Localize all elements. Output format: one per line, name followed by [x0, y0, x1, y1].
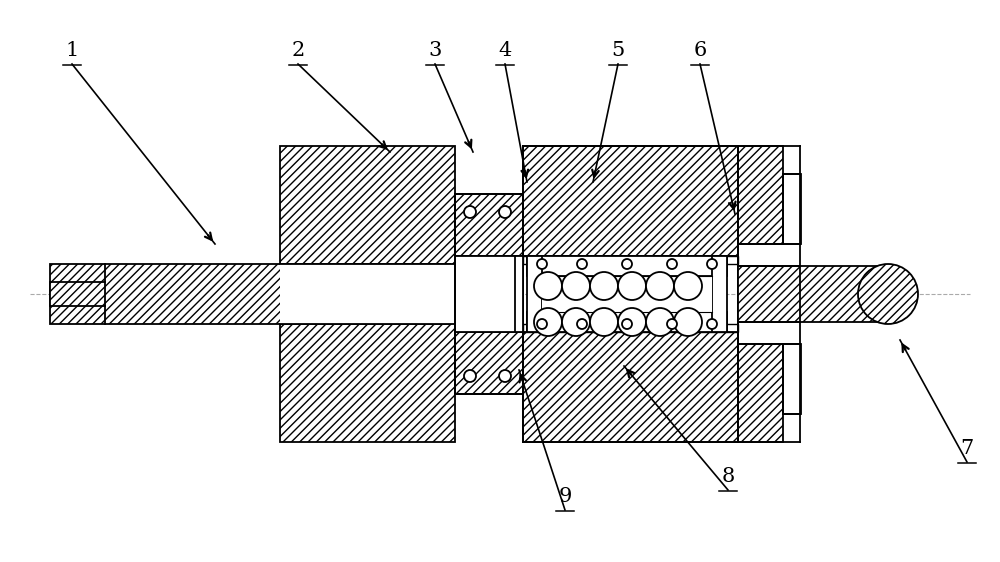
Circle shape [562, 272, 590, 300]
Bar [738, 266, 878, 322]
Text: 7: 7 [960, 439, 974, 458]
Circle shape [674, 308, 702, 336]
Text: 6: 6 [693, 41, 707, 60]
Circle shape [464, 370, 476, 382]
Circle shape [646, 272, 674, 300]
Circle shape [577, 259, 587, 269]
Bar [280, 146, 455, 442]
Circle shape [707, 259, 717, 269]
Circle shape [577, 319, 587, 329]
Bar [50, 264, 450, 324]
Circle shape [667, 259, 677, 269]
Circle shape [537, 259, 547, 269]
Circle shape [674, 272, 702, 300]
Circle shape [667, 319, 677, 329]
Circle shape [534, 272, 562, 300]
Bar [523, 332, 738, 442]
Bar [527, 256, 727, 276]
Text: 1: 1 [65, 41, 79, 60]
Bar [712, 256, 727, 332]
Bar [455, 332, 523, 394]
Bar [783, 174, 801, 244]
Circle shape [622, 319, 632, 329]
Bar [455, 194, 523, 256]
Circle shape [618, 272, 646, 300]
Circle shape [618, 308, 646, 336]
Circle shape [499, 206, 511, 218]
Text: 9: 9 [558, 487, 572, 506]
Bar [523, 324, 738, 332]
Bar [455, 256, 523, 332]
Circle shape [622, 259, 632, 269]
Bar [527, 256, 542, 332]
Circle shape [646, 308, 674, 336]
Text: 2: 2 [291, 41, 305, 60]
Bar [738, 344, 783, 442]
Bar [527, 312, 727, 332]
Bar [50, 282, 105, 306]
Circle shape [464, 206, 476, 218]
Bar [280, 264, 455, 324]
Bar [523, 146, 738, 256]
Bar [542, 276, 712, 312]
Bar [738, 146, 783, 244]
Text: 5: 5 [611, 41, 625, 60]
Bar [783, 344, 801, 414]
Circle shape [590, 272, 618, 300]
Circle shape [707, 319, 717, 329]
Circle shape [590, 308, 618, 336]
Circle shape [858, 264, 918, 324]
Text: 8: 8 [721, 467, 735, 486]
Bar [523, 256, 738, 264]
Text: 3: 3 [428, 41, 442, 60]
Circle shape [562, 308, 590, 336]
Circle shape [534, 308, 562, 336]
Bar [515, 256, 523, 332]
Text: 4: 4 [498, 41, 512, 60]
Circle shape [537, 319, 547, 329]
Circle shape [499, 370, 511, 382]
